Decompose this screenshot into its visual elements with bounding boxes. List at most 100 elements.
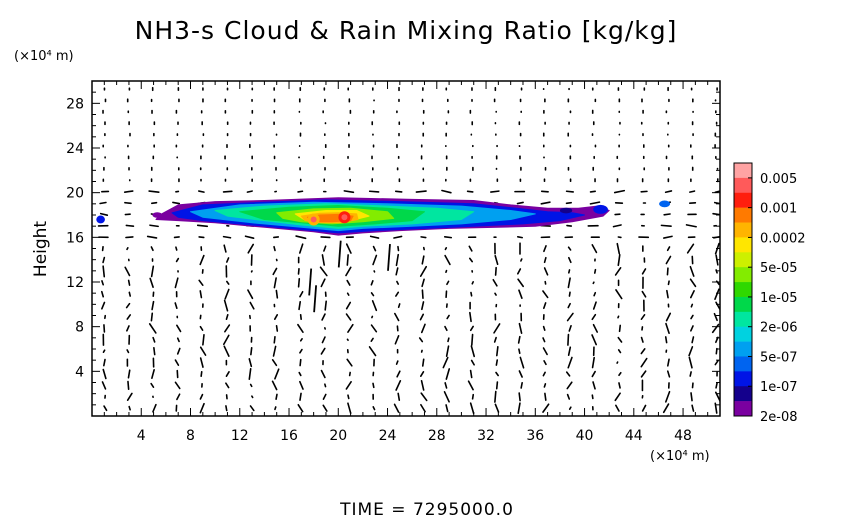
wind-vector: [685, 224, 697, 228]
wind-vector: [565, 371, 571, 377]
wind-vector: [249, 301, 255, 310]
wind-vector: [641, 290, 647, 298]
wind-vector: [666, 358, 670, 367]
wind-vector: [298, 301, 302, 311]
x-axis-unit: (×10⁴ m): [650, 449, 710, 464]
wind-vector: [124, 201, 132, 205]
wind-vector: [613, 189, 626, 194]
wind-vector: [345, 313, 352, 321]
wind-vector: [686, 243, 695, 254]
wind-vector: [665, 312, 672, 322]
wind-vector: [470, 345, 476, 358]
wind-vector: [420, 380, 425, 391]
wind-vector: [295, 235, 307, 240]
x-tick-label: 4: [137, 428, 146, 444]
wind-vector: [666, 246, 671, 252]
wind-vector: [640, 314, 646, 320]
wind-vector: [150, 265, 155, 278]
wind-vector: [542, 325, 546, 331]
colorbar-label: 1e-07: [760, 380, 798, 395]
y-tick-label: 16: [66, 230, 84, 246]
wind-vector: [494, 266, 497, 276]
colorbar-frame: [733, 162, 753, 417]
wind-vector: [345, 266, 352, 277]
wind-vector: [395, 267, 399, 276]
wind-vector: [421, 301, 425, 311]
wind-vector: [616, 242, 621, 255]
wind-vector: [370, 337, 374, 342]
wind-vector: [592, 323, 599, 333]
wind-vector: [320, 369, 326, 379]
wind-vector: [542, 290, 549, 299]
wind-vector: [494, 254, 499, 266]
wind-vector: [308, 268, 313, 296]
cloud-mixing-ratio-field: [96, 197, 671, 236]
wind-vector: [591, 370, 596, 378]
wind-vector: [691, 336, 695, 344]
wind-vector: [128, 291, 132, 297]
wind-vector: [566, 312, 574, 322]
wind-vector: [614, 392, 621, 402]
wind-vector: [568, 324, 572, 332]
wind-vector: [275, 289, 279, 299]
wind-vector: [689, 265, 695, 277]
colorbar-segment: [734, 252, 752, 268]
wind-vector: [518, 392, 521, 402]
wind-vector: [297, 403, 304, 413]
colorbar-segment: [734, 326, 752, 342]
wind-vector: [468, 257, 474, 263]
y-tick-labels: 4 8 12 16 20 24 28: [66, 96, 84, 380]
wind-vector: [396, 370, 401, 378]
wind-vector: [249, 405, 255, 412]
wind-vector: [517, 402, 521, 415]
x-tick-labels: 4 8 12 16 20 24 28 32 36 40 44 48: [137, 428, 692, 444]
wind-vector: [273, 314, 279, 320]
wind-vector: [568, 406, 572, 410]
wind-vector: [199, 254, 205, 266]
x-tick-label: 12: [231, 428, 249, 444]
wind-vector: [543, 267, 549, 276]
wind-vector: [689, 290, 695, 299]
wind-vector: [223, 244, 227, 253]
wind-vector: [343, 190, 355, 194]
wind-vector: [324, 383, 327, 388]
colorbar-segment: [734, 371, 752, 387]
wind-vector: [494, 403, 500, 413]
wind-vector: [446, 314, 450, 320]
wind-vector: [174, 359, 180, 366]
wind-vector: [420, 323, 426, 334]
wind-vector: [225, 405, 228, 412]
wind-vector: [690, 314, 694, 320]
x-tick-label: 24: [379, 428, 397, 444]
wind-vector: [713, 201, 720, 205]
y-tick-label: 28: [66, 96, 84, 112]
wind-vector: [667, 280, 670, 286]
wind-vector: [618, 324, 622, 333]
wind-vector: [395, 360, 399, 365]
wind-vector: [247, 289, 254, 300]
cloud-blob: [593, 204, 608, 214]
wind-vector: [176, 324, 182, 333]
wind-vector: [542, 403, 550, 413]
wind-vector: [470, 291, 473, 297]
wind-vector: [641, 404, 647, 412]
wind-vector: [337, 240, 342, 268]
wind-vector: [319, 266, 328, 277]
wind-vector: [198, 236, 205, 239]
wind-vector: [394, 190, 403, 193]
colorbar-segment: [734, 341, 752, 357]
wind-vector: [322, 404, 328, 412]
wind-vector: [688, 356, 693, 369]
wind-vector: [346, 254, 349, 266]
wind-vector: [593, 291, 597, 297]
wind-vector: [640, 357, 648, 368]
wind-vector: [320, 347, 326, 355]
wind-vector: [447, 337, 450, 343]
wind-vector: [196, 224, 209, 228]
wind-vector: [662, 403, 670, 414]
wind-vector: [299, 313, 302, 321]
wind-vector: [199, 346, 207, 356]
wind-vector: [102, 256, 106, 264]
wind-vector: [275, 393, 278, 400]
wind-vector: [100, 290, 105, 298]
